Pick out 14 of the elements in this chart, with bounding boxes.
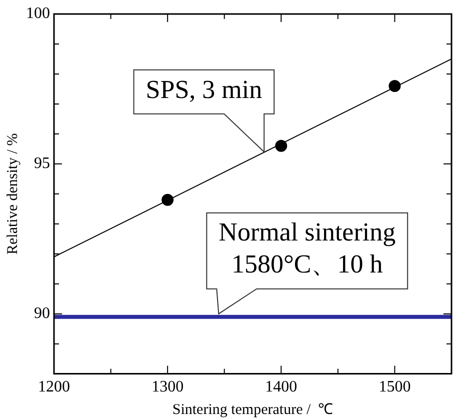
x-tick-label: 1500 xyxy=(378,378,411,396)
point xyxy=(388,80,401,92)
x-axis-title: Sintering temperature / ℃ xyxy=(172,402,334,418)
x-tick-label: 1400 xyxy=(265,378,298,396)
point xyxy=(162,194,174,206)
x-tick-label: 1300 xyxy=(152,378,184,396)
x-tick-label: 1200 xyxy=(38,378,70,396)
annotation: Normal sintering 1580°C、10 h xyxy=(218,218,396,279)
y-tick-label: 100 xyxy=(26,5,50,22)
y-axis-title: Relative density / % xyxy=(4,133,21,255)
annotation: SPS, 3 min xyxy=(146,74,262,104)
y-tick-label: 95 xyxy=(34,155,50,172)
point xyxy=(275,140,288,152)
y-tick-label: 90 xyxy=(34,305,50,322)
